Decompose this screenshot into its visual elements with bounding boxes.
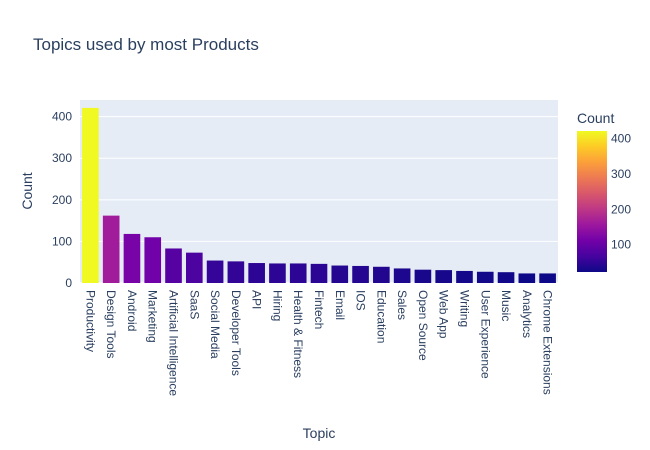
- bar: [518, 273, 536, 283]
- colorbar-tick-labels: 100 200 300 400: [611, 131, 631, 251]
- x-axis-title: Topic: [303, 425, 336, 441]
- bar: [435, 270, 453, 283]
- x-tick-label: SaaS: [187, 290, 201, 319]
- x-tick-label: Email: [333, 290, 347, 320]
- bar: [331, 265, 349, 283]
- x-tick-label: Analytics: [520, 290, 534, 338]
- bar: [393, 268, 411, 283]
- x-tick-label: Health & Fitness: [291, 290, 305, 378]
- bar: [310, 263, 328, 283]
- colorbar-tick-label: 100: [611, 238, 631, 252]
- bar: [206, 260, 224, 283]
- x-tick-label: Music: [499, 290, 513, 321]
- bar: [352, 265, 369, 283]
- y-tick-label: 100: [52, 234, 72, 248]
- x-tick-label: User Experience: [478, 290, 492, 379]
- bar: [497, 272, 515, 283]
- bar: [539, 273, 556, 283]
- bar: [248, 263, 265, 283]
- bar: [476, 271, 494, 283]
- bar: [269, 263, 286, 283]
- y-axis-title: Count: [19, 172, 35, 209]
- y-tick-labels: 0 100 200 300 400: [52, 110, 72, 290]
- colorbar-tick-label: 400: [611, 131, 631, 145]
- y-tick-label: 400: [52, 110, 72, 124]
- x-tick-label: Web App: [437, 290, 451, 339]
- colorbar: [577, 131, 607, 272]
- colorbar-title: Count: [577, 110, 614, 126]
- x-tick-label: IOS: [354, 290, 368, 311]
- chart-title: Topics used by most Products: [33, 35, 259, 54]
- x-tick-label: Android: [125, 290, 139, 331]
- x-tick-label: Writing: [457, 290, 471, 327]
- bar: [289, 263, 307, 283]
- x-tick-label: Hiring: [270, 290, 284, 321]
- bar: [102, 215, 120, 283]
- colorbar-tick-label: 300: [611, 167, 631, 181]
- x-tick-label: Productivity: [83, 290, 97, 352]
- y-tick-label: 200: [52, 193, 72, 207]
- bar: [456, 270, 473, 283]
- y-tick-label: 300: [52, 151, 72, 165]
- bar: [185, 252, 203, 283]
- bar: [373, 266, 390, 283]
- x-tick-label: Chrome Extensions: [541, 290, 555, 395]
- x-tick-labels: Productivity Design Tools Android Marketing…: [83, 290, 554, 396]
- bar: [144, 237, 162, 283]
- bars: [82, 107, 556, 283]
- x-tick-label: API: [250, 290, 264, 309]
- x-tick-label: Developer Tools: [229, 290, 243, 376]
- bar: [123, 233, 141, 283]
- x-tick-label: Open Source: [416, 290, 430, 361]
- x-tick-label: Social Media: [208, 290, 222, 359]
- bar: [165, 248, 182, 283]
- x-tick-label: Sales: [395, 290, 409, 320]
- x-tick-label: Marketing: [146, 290, 160, 343]
- bar: [82, 107, 99, 283]
- x-tick-label: Design Tools: [104, 290, 118, 358]
- bar: [227, 261, 245, 283]
- x-tick-label: Artificial Intelligence: [167, 290, 181, 396]
- bar: [414, 269, 432, 283]
- x-tick-label: Education: [374, 290, 388, 343]
- x-tick-label: Fintech: [312, 290, 326, 329]
- colorbar-tick-label: 200: [611, 202, 631, 216]
- y-tick-label: 0: [65, 276, 72, 290]
